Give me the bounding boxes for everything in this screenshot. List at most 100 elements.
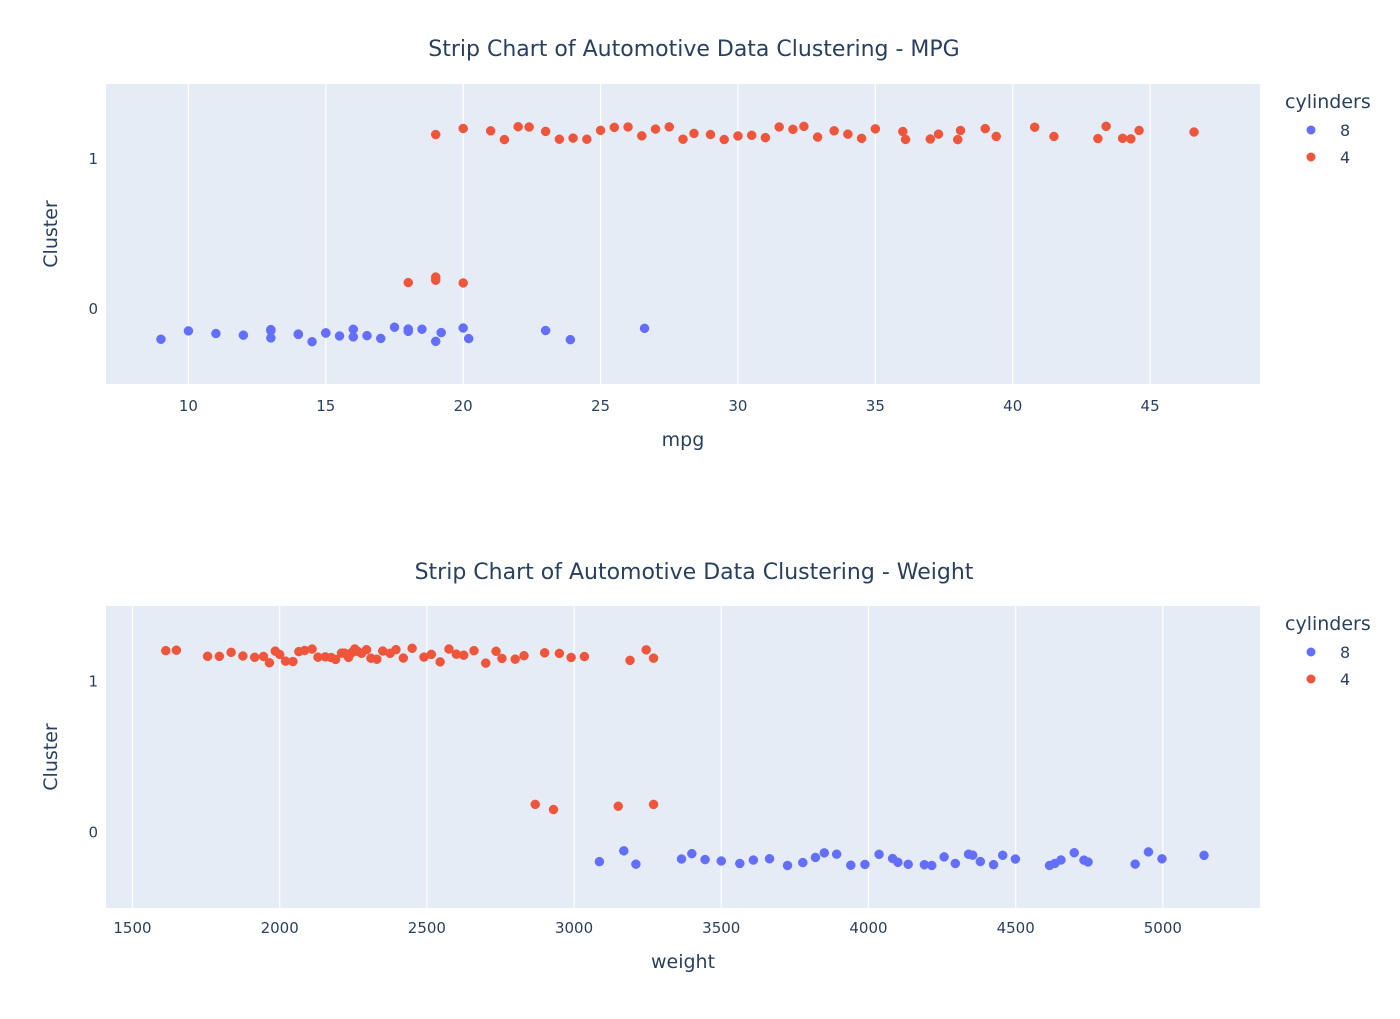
data-point <box>829 126 839 136</box>
x-tick-label: 20 <box>454 397 473 415</box>
data-point <box>426 649 437 660</box>
x-tick-label: 30 <box>728 397 747 415</box>
y-tick-label: 0 <box>88 824 98 842</box>
data-point <box>469 645 479 656</box>
data-point <box>211 328 221 339</box>
data-point <box>293 329 304 339</box>
data-point <box>417 324 427 334</box>
data-point <box>689 128 699 139</box>
data-point <box>403 324 413 334</box>
data-point <box>389 322 400 332</box>
x-tick-label: 4000 <box>849 919 887 937</box>
data-point <box>491 646 501 657</box>
legend-label: 8 <box>1340 121 1350 140</box>
data-point <box>927 860 937 871</box>
data-point <box>458 650 469 660</box>
data-point <box>991 131 1001 142</box>
data-point <box>705 129 716 140</box>
data-point <box>874 849 884 860</box>
x-tick-label: 40 <box>1003 397 1022 415</box>
x-axis-title: mpg <box>662 429 705 451</box>
data-point <box>519 650 529 661</box>
data-point <box>499 134 510 145</box>
data-point <box>843 129 853 139</box>
data-point <box>988 859 999 870</box>
data-point <box>435 657 445 667</box>
legend-marker <box>1306 674 1316 684</box>
data-point <box>540 325 551 336</box>
data-point <box>334 331 345 341</box>
data-point <box>860 859 870 870</box>
data-point <box>967 850 978 860</box>
data-point <box>625 655 635 666</box>
data-point <box>613 801 623 811</box>
data-point <box>856 133 867 144</box>
data-point <box>321 328 331 338</box>
x-tick-label: 2000 <box>261 919 299 937</box>
x-tick-label: 25 <box>591 397 610 415</box>
y-tick-label: 1 <box>88 673 98 691</box>
data-point <box>264 657 275 668</box>
data-point <box>639 323 650 334</box>
data-point <box>458 323 468 333</box>
data-point <box>361 644 372 655</box>
data-point <box>485 126 496 136</box>
data-point <box>171 645 182 655</box>
data-point <box>1101 121 1111 132</box>
data-point <box>953 134 963 145</box>
data-point <box>812 132 823 142</box>
data-point <box>716 856 727 866</box>
data-point <box>950 858 961 869</box>
data-point <box>900 134 911 145</box>
data-point <box>568 133 578 143</box>
data-point <box>497 653 507 664</box>
data-point <box>554 134 565 144</box>
data-point <box>760 132 771 143</box>
y-tick-label: 1 <box>88 150 98 168</box>
x-tick-label: 3500 <box>702 919 740 937</box>
data-point <box>893 857 903 868</box>
data-point <box>436 327 446 338</box>
data-point <box>594 856 605 867</box>
data-point <box>975 856 986 867</box>
data-point <box>846 860 856 870</box>
chart-panel-2: Strip Chart of Automotive Data Clusterin… <box>40 560 1371 973</box>
data-point <box>788 124 798 135</box>
data-point <box>831 849 842 859</box>
data-point <box>362 330 372 341</box>
legend-title: cylinders <box>1285 613 1371 635</box>
data-point <box>748 855 759 865</box>
data-point <box>870 124 881 134</box>
data-point <box>678 134 688 144</box>
data-point <box>925 134 936 144</box>
series-4 <box>403 121 1199 288</box>
data-point <box>391 644 401 655</box>
data-point <box>1056 855 1066 865</box>
data-point <box>582 134 592 144</box>
data-point <box>540 126 551 137</box>
data-point <box>719 134 729 145</box>
data-point <box>579 651 590 662</box>
data-point <box>403 277 413 288</box>
data-point <box>1157 854 1167 864</box>
series-8 <box>156 322 650 347</box>
data-point <box>774 122 784 132</box>
x-tick-label: 2500 <box>408 919 446 937</box>
data-point <box>1083 857 1093 867</box>
chart-title: Strip Chart of Automotive Data Clusterin… <box>428 37 959 62</box>
data-point <box>161 645 171 656</box>
data-point <box>458 123 468 134</box>
data-point <box>463 333 474 344</box>
data-point <box>687 848 697 859</box>
data-point <box>609 122 620 133</box>
data-point <box>810 852 821 863</box>
chart-title: Strip Chart of Automotive Data Clusterin… <box>415 560 974 585</box>
data-point <box>444 644 454 654</box>
data-point <box>566 652 576 663</box>
data-point <box>746 130 757 141</box>
data-point <box>764 854 775 864</box>
data-point <box>458 278 468 288</box>
data-point <box>565 334 576 345</box>
data-point <box>955 125 966 136</box>
